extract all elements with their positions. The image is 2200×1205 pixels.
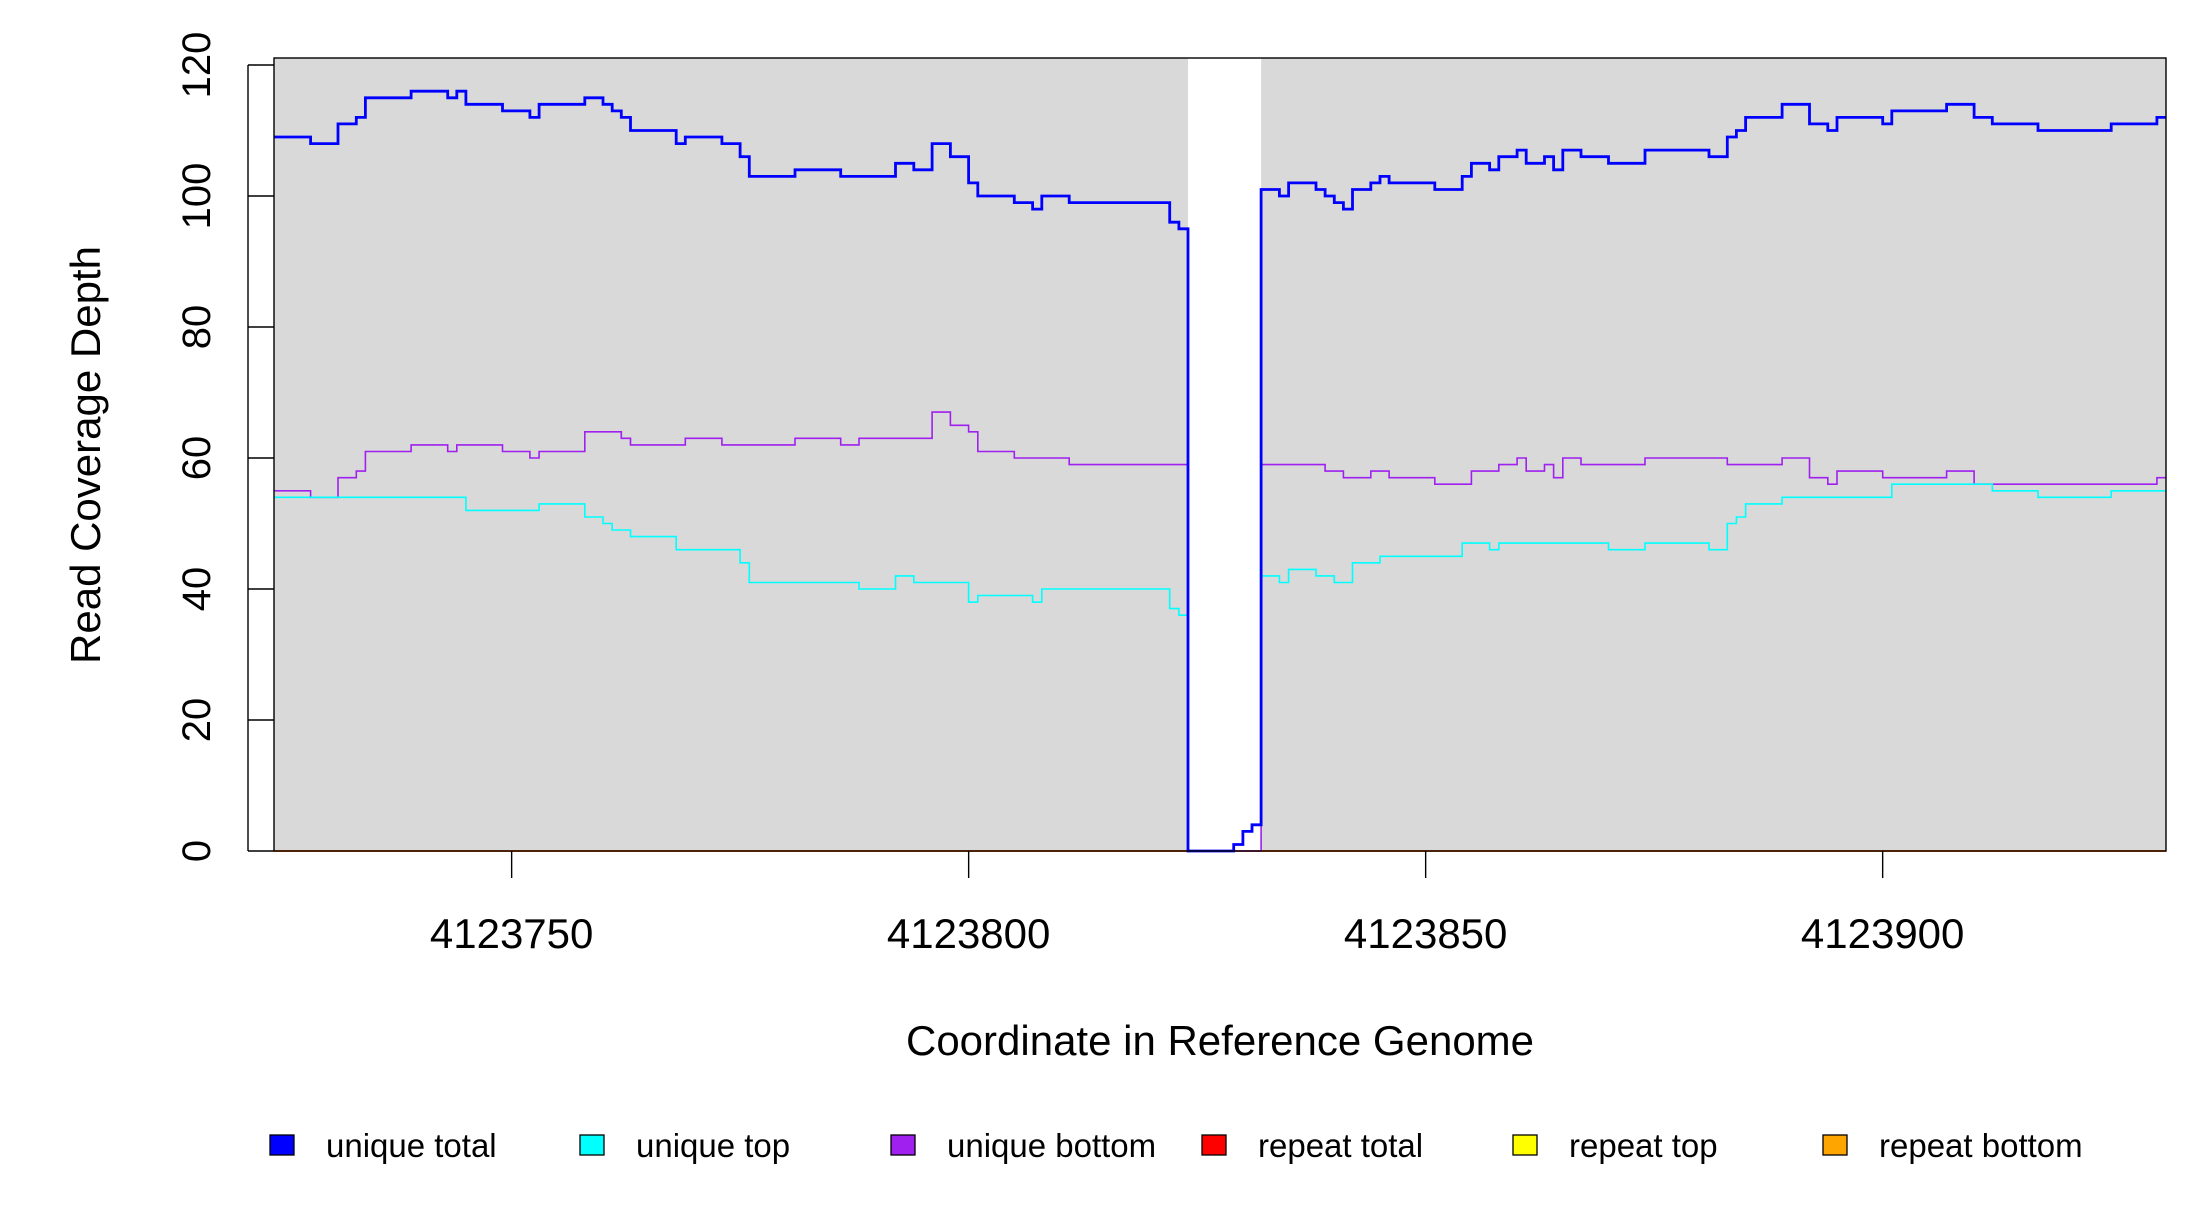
legend: unique total unique top unique bottom repea… [269, 1127, 2083, 1164]
y-tick-label: 100 [175, 163, 219, 230]
legend-swatch-unique-total [269, 1134, 295, 1156]
legend-label-repeat-total: repeat total [1258, 1127, 1423, 1164]
x-tick-label: 4123750 [430, 910, 594, 957]
legend-swatch-repeat-total [1201, 1134, 1227, 1156]
plot-background [274, 58, 2166, 851]
legend-label-repeat-top: repeat top [1569, 1127, 1718, 1164]
legend-swatch-repeat-top [1512, 1134, 1538, 1156]
legend-label-unique-bottom: unique bottom [947, 1127, 1156, 1164]
y-tick-label: 40 [175, 567, 219, 612]
legend-label-unique-top: unique top [636, 1127, 790, 1164]
legend-swatch-unique-top [579, 1134, 605, 1156]
legend-label-unique-total: unique total [326, 1127, 497, 1164]
y-axis: 0 20 40 60 80 100 120 [175, 32, 274, 862]
x-tick-label: 4123850 [1344, 910, 1508, 957]
x-tick-label: 4123900 [1801, 910, 1965, 957]
y-axis-title: Read Coverage Depth [62, 246, 109, 664]
legend-label-repeat-bottom: repeat bottom [1879, 1127, 2083, 1164]
zero-coverage-region [1188, 58, 1262, 851]
legend-swatch-unique-bottom [890, 1134, 916, 1156]
y-tick-label: 80 [175, 305, 219, 350]
y-tick-label: 20 [175, 698, 219, 743]
series-line-unique-total [274, 89, 2166, 853]
x-axis: 4123750 4123800 4123850 4123900 [430, 851, 1965, 957]
y-tick-label: 0 [175, 840, 219, 862]
y-tick-label: 60 [175, 436, 219, 481]
x-tick-label: 4123800 [887, 910, 1051, 957]
x-axis-title: Coordinate in Reference Genome [906, 1017, 1534, 1064]
legend-swatch-repeat-bottom [1822, 1134, 1848, 1156]
y-tick-label: 120 [175, 32, 219, 99]
plot-frame [273, 57, 2167, 852]
